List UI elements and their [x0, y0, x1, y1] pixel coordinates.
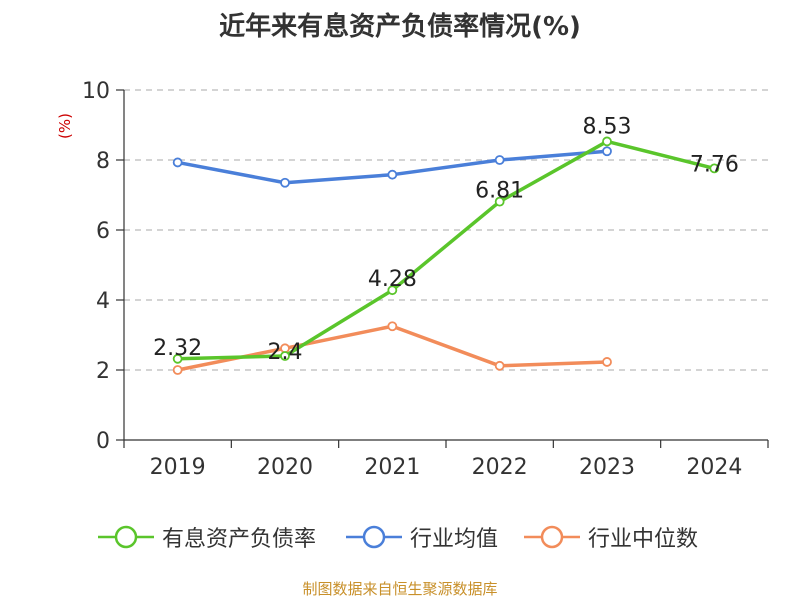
data-point-debt_ratio-2020	[280, 351, 290, 361]
source-note: 制图数据来自恒生聚源数据库	[302, 580, 498, 598]
data-point-industry_avg-2021	[387, 169, 398, 180]
data-point-industry_median-2019	[172, 365, 183, 375]
x-tick-label-2023: 2023	[579, 455, 635, 480]
data-point-industry_median-2021	[387, 321, 398, 332]
y-tick-label: 6	[96, 219, 110, 244]
x-tick-label-2020: 2020	[257, 455, 313, 480]
data-label-2024: 7.76	[690, 152, 739, 177]
y-axis-label: (%)	[56, 113, 74, 139]
data-label-2019: 2.32	[153, 336, 202, 361]
legend-marker	[362, 525, 386, 549]
legend-marker	[540, 525, 564, 549]
y-tick-label: 4	[96, 289, 110, 314]
data-point-debt_ratio-2021	[387, 285, 398, 296]
series-industry_median	[172, 321, 612, 375]
legend-label-debt-ratio: 有息资产负债率	[162, 527, 317, 552]
y-tick-label: 10	[82, 79, 110, 104]
legend-item-debt-ratio[interactable]: 有息资产负债率	[98, 520, 316, 554]
data-point-industry_avg-2020	[280, 177, 290, 188]
data-point-industry_avg-2022	[494, 155, 505, 165]
data-point-debt_ratio-2024	[709, 163, 720, 174]
x-tick-label-2024: 2024	[686, 455, 742, 480]
chart-title: 近年来有息资产负债率情况(%)	[219, 12, 581, 42]
x-tick-label-2022: 2022	[472, 455, 528, 480]
data-point-debt_ratio-2023	[602, 136, 612, 147]
data-point-industry_avg-2023	[602, 146, 612, 157]
series-debt_ratio	[172, 136, 720, 364]
legend-swatch-industry-avg	[346, 525, 402, 549]
series-line-industry_median	[177, 324, 608, 372]
data-point-industry_median-2023	[602, 357, 612, 367]
data-point-debt_ratio-2019	[172, 353, 183, 364]
legend-item-industry-avg[interactable]: 行业均值	[346, 520, 498, 554]
legend-swatch-industry-median	[524, 525, 580, 549]
data-label-2020: 2.4	[268, 340, 303, 365]
x-tick-label-2019: 2019	[150, 455, 206, 480]
y-tick-label: 0	[96, 429, 110, 454]
data-label-2023: 8.53	[583, 114, 632, 139]
chart-legend: 有息资产负债率 行业均值 行业中位数	[0, 520, 800, 554]
series-industry_avg	[172, 146, 612, 188]
data-point-industry_median-2022	[494, 360, 505, 371]
series-line-debt_ratio	[177, 139, 715, 361]
legend-marker	[114, 525, 138, 549]
legend-label-industry-avg: 行业均值	[410, 527, 499, 552]
data-label-2022: 6.81	[475, 179, 524, 204]
y-tick-label: 8	[96, 149, 110, 174]
legend-label-industry-median: 行业中位数	[588, 527, 699, 552]
data-point-debt_ratio-2022	[494, 196, 505, 207]
legend-item-industry-median[interactable]: 行业中位数	[524, 520, 698, 554]
y-tick-label: 2	[96, 359, 110, 384]
legend-swatch-debt-ratio	[98, 525, 154, 549]
data-label-2021: 4.28	[368, 267, 417, 292]
data-point-industry_avg-2019	[172, 157, 183, 168]
x-tick-label-2021: 2021	[364, 455, 420, 480]
